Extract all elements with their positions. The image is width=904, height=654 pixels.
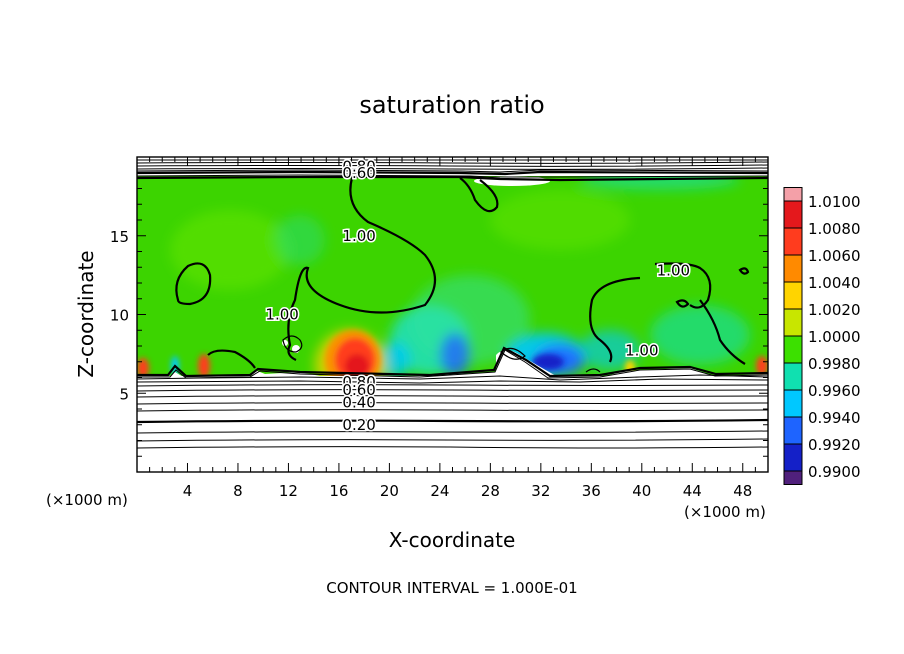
colorbar-level-label: 0.9900	[808, 463, 861, 481]
x-tick-label: 28	[481, 482, 500, 500]
x-tick-label: 48	[733, 482, 752, 500]
y-tick-label: 5	[119, 385, 129, 403]
colorbar-level-label: 1.0020	[808, 301, 861, 319]
colorbar-swatch	[784, 390, 802, 417]
y-tick-label: 10	[110, 307, 129, 325]
colorbar-level-label: 1.0100	[808, 193, 861, 211]
colorbar-level-label: 1.0000	[808, 328, 861, 346]
x-axis-ticks: 4 8 12 16 20 24 28 32 36 40 44 48	[149, 157, 756, 500]
x-axis-label: X-coordinate	[389, 528, 516, 552]
colorbar-swatch	[784, 336, 802, 363]
colorbar-swatch	[784, 187, 802, 201]
x-tick-label: 24	[430, 482, 449, 500]
colorbar-level-label: 1.0060	[808, 247, 861, 265]
x-tick-label: 8	[233, 482, 243, 500]
contour-label: 0.60	[342, 164, 375, 182]
contour-label: 1.00	[625, 342, 658, 360]
y-axis-label: Z-coordinate	[74, 250, 98, 377]
colorbar-swatch	[784, 282, 802, 309]
contour-label: 0.80	[342, 157, 375, 175]
contour-label: 0.40	[342, 394, 375, 412]
contour-labels: 1.001.001.001.000.800.600.400.200.800.60	[264, 156, 692, 435]
colorbar-swatch	[784, 363, 802, 390]
plot-field	[137, 157, 768, 472]
contour-interval-note: CONTOUR INTERVAL = 1.000E-01	[326, 579, 577, 597]
colorbar-swatch	[784, 201, 802, 228]
x-unit-left: (×1000 m)	[46, 491, 128, 509]
x-tick-label: 4	[183, 482, 193, 500]
contour-label: 0.80	[342, 373, 375, 391]
colorbar-level-label: 0.9920	[808, 436, 861, 454]
contour-label: 1.00	[342, 227, 375, 245]
x-tick-label: 12	[279, 482, 298, 500]
colorbar-level-label: 0.9980	[808, 355, 861, 373]
x-unit-right: (×1000 m)	[684, 503, 766, 521]
contour-label: 1.00	[265, 306, 298, 324]
contour-label: 1.00	[657, 261, 690, 279]
colorbar-swatch	[784, 444, 802, 471]
x-tick-label: 20	[380, 482, 399, 500]
y-tick-label: 15	[110, 228, 129, 246]
colorbar-swatch	[784, 255, 802, 282]
colorbar-level-label: 1.0080	[808, 220, 861, 238]
chart-title: saturation ratio	[359, 91, 544, 119]
colorbar-level-label: 1.0040	[808, 274, 861, 292]
colorbar-swatch	[784, 471, 802, 485]
x-tick-label: 32	[531, 482, 550, 500]
contour-label: 0.60	[342, 381, 375, 399]
colorbar-swatch	[784, 309, 802, 336]
colorbar-swatch	[784, 417, 802, 444]
colorbar: 1.0100 1.0080 1.0060 1.0040 1.0020 1.0000 0.99…	[783, 187, 861, 485]
contour-label: 0.20	[342, 416, 375, 434]
colorbar-swatch	[784, 228, 802, 255]
y-axis-ticks: 5 10 15	[110, 172, 768, 457]
x-tick-label: 44	[683, 482, 702, 500]
x-tick-label: 40	[632, 482, 651, 500]
colorbar-level-label: 0.9960	[808, 382, 861, 400]
colorbar-level-label: 0.9940	[808, 409, 861, 427]
x-tick-label: 16	[329, 482, 348, 500]
x-tick-label: 36	[582, 482, 601, 500]
